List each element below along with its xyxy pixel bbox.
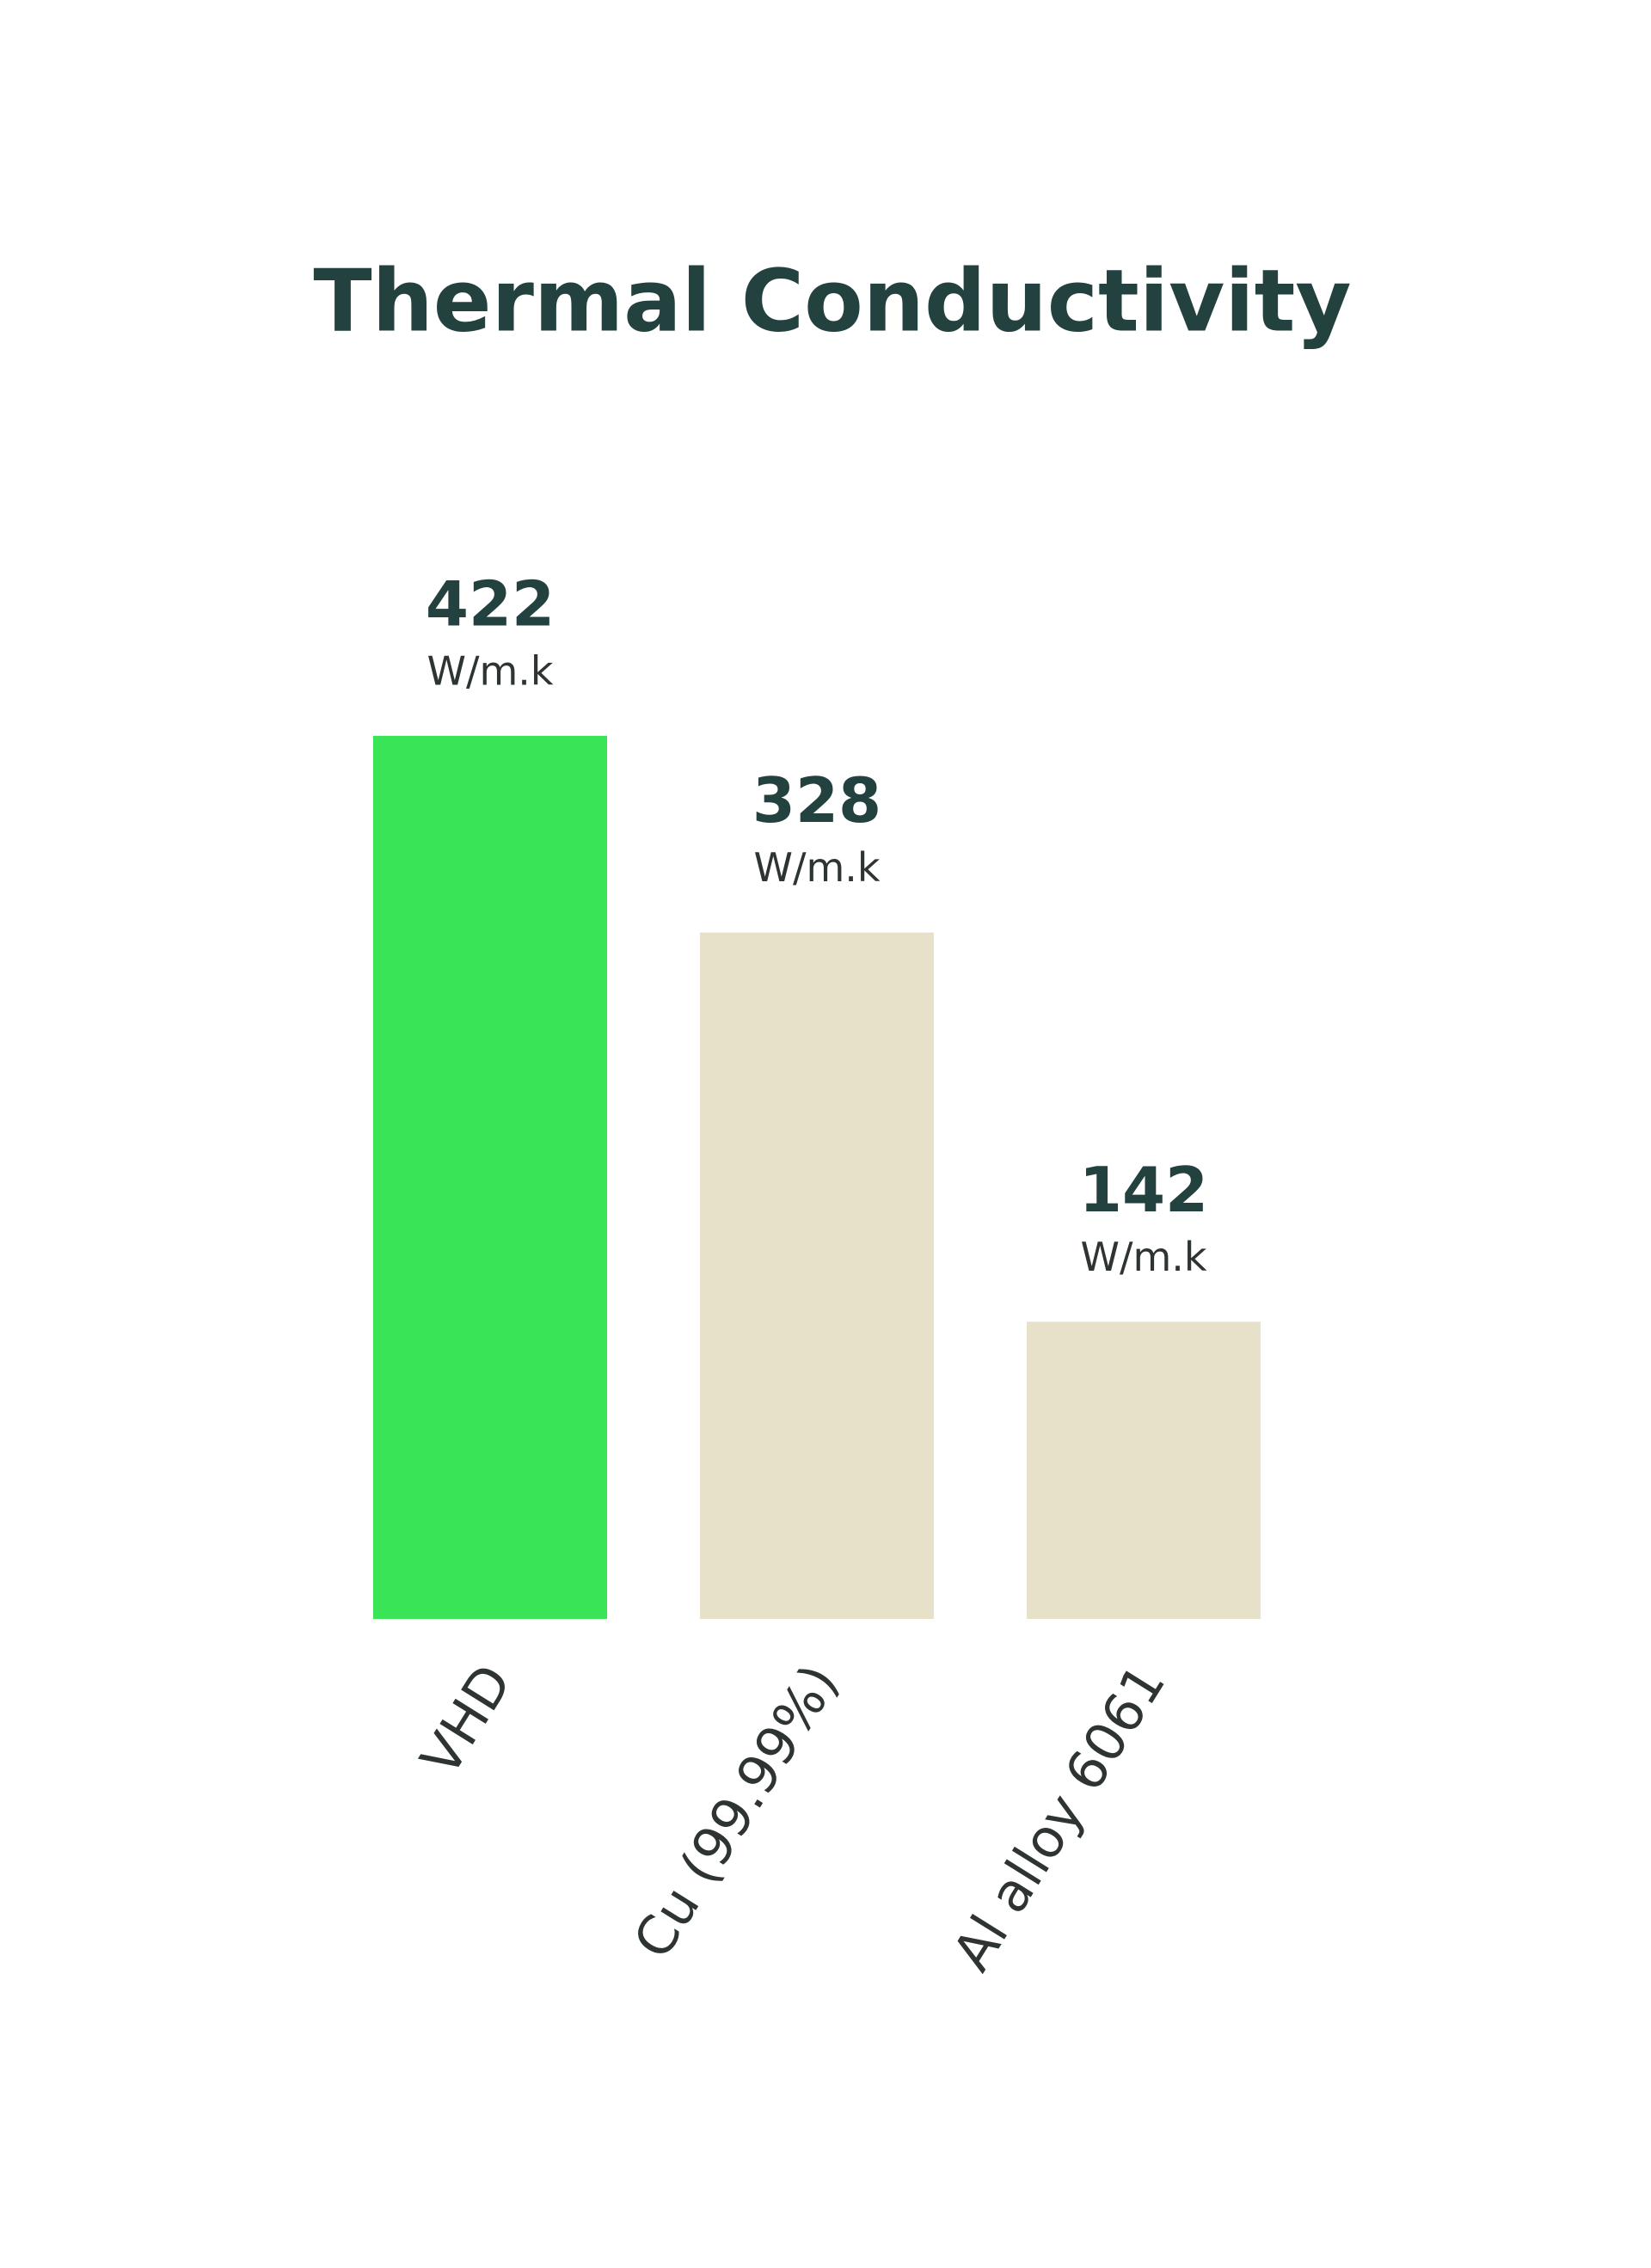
x-tick-label: Al alloy 6061 [940, 1653, 1177, 1981]
x-tick-label: VHD [408, 1653, 524, 1787]
unit-label: W/m.k [753, 844, 880, 891]
value-label: 422 [426, 567, 555, 640]
bar [1027, 1321, 1261, 1619]
value-label: 142 [1079, 1154, 1208, 1226]
value-label: 328 [752, 764, 881, 837]
chart-title: Thermal Conductivity [313, 250, 1351, 351]
bar [700, 932, 934, 1619]
unit-label: W/m.k [427, 647, 553, 694]
unit-label: W/m.k [1080, 1234, 1206, 1280]
x-tick-label: Cu (99.99%) [621, 1653, 850, 1969]
bar [373, 735, 607, 1619]
